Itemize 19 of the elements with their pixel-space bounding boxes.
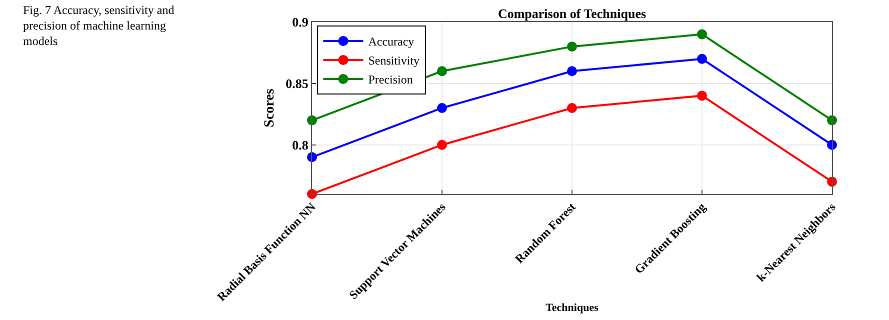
point: [697, 29, 707, 40]
chart-title: Comparison of Techniques: [498, 6, 646, 21]
y-tick-label: 0.9: [292, 14, 309, 30]
y-tick-label: 0.8: [292, 137, 309, 152]
point: [567, 103, 577, 113]
point: [697, 54, 707, 64]
caption: Fig. 7 Accuracy, sensitivity and precision of machine learning models: [23, 3, 174, 48]
legend-label: Precision: [368, 72, 413, 87]
y-tick-label: 0.85: [286, 76, 309, 91]
point: [567, 66, 577, 76]
legend-label: Accuracy: [368, 34, 414, 49]
x-axis-title: Techniques: [546, 302, 600, 314]
point: [437, 66, 447, 76]
point: [697, 90, 707, 101]
point: [567, 42, 577, 52]
point: [437, 140, 447, 150]
legend-label: Sensitivity: [368, 54, 420, 68]
y-axis-title: Scores: [262, 88, 278, 128]
point: [437, 103, 447, 113]
